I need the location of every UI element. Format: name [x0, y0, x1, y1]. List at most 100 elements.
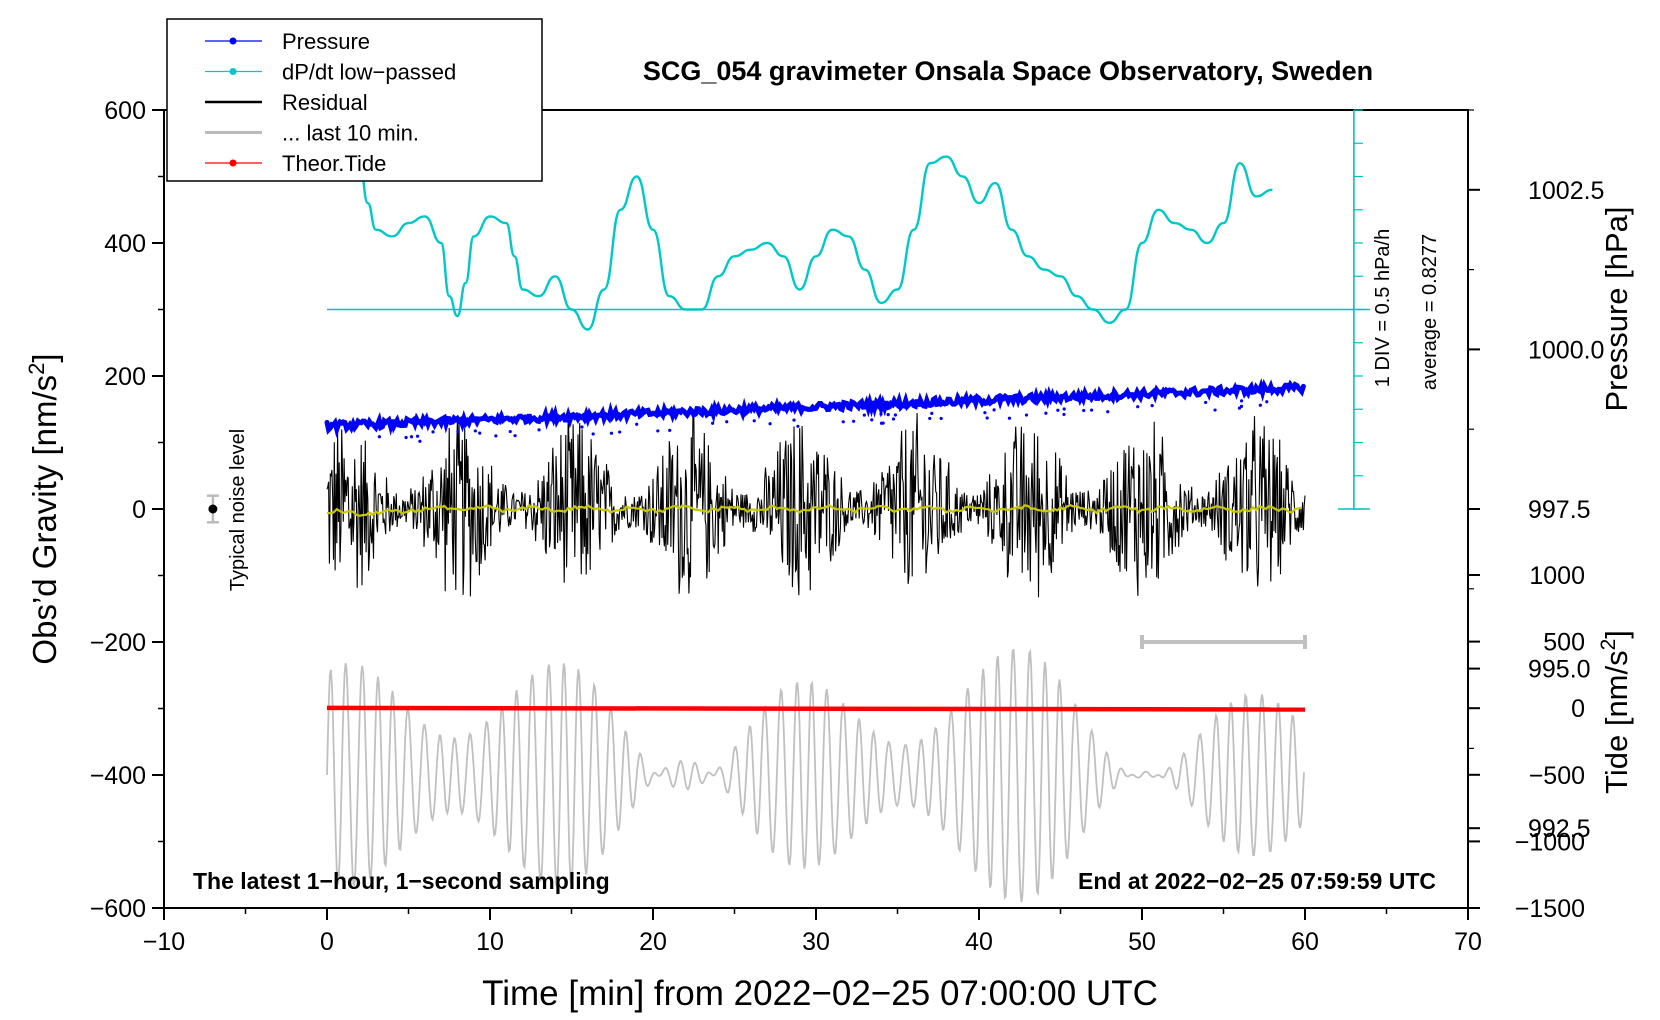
pressure-outlier-point — [1239, 399, 1244, 403]
dpdt-series — [350, 110, 1273, 331]
pressure-outlier-point — [656, 429, 660, 433]
axes-layer: −10 0 10 20 30 40 50 60 70 600 400 200 0 −200 −400 −600… — [90, 97, 1605, 956]
pressure-outlier-point — [513, 434, 517, 438]
pressure-outlier-point — [494, 434, 498, 438]
pressure-outlier-point — [879, 421, 884, 425]
pressure-tick-label: 995.0 — [1528, 656, 1591, 684]
x-tick-label: 60 — [1291, 928, 1319, 956]
pressure-outlier-point — [1056, 408, 1060, 412]
pressure-outlier-point — [431, 430, 435, 434]
pressure-outlier-point — [983, 411, 987, 415]
chart-title: SCG_054 gravimeter Onsala Space Observat… — [643, 56, 1373, 86]
pressure-outlier-point — [1082, 408, 1086, 413]
y-axis-label-tide: Tide [nm/s2] — [1597, 630, 1634, 794]
x-tick-label: 70 — [1454, 928, 1482, 956]
pressure-outlier-point — [792, 418, 796, 422]
pressure-outlier-point — [609, 431, 614, 435]
y-tick-label: −600 — [90, 895, 146, 923]
legend-marker — [229, 37, 237, 45]
noise-level-label: Typical noise level — [227, 429, 249, 591]
x-tick-label: 50 — [1128, 928, 1156, 956]
pressure-outlier-point — [725, 420, 729, 424]
pressure-outlier-point — [456, 430, 460, 434]
pressure-outlier-point — [404, 435, 408, 440]
pressure-outlier-point — [930, 411, 934, 415]
pressure-outlier-point — [879, 412, 883, 416]
clipped-data — [324, 110, 1306, 903]
x-tick-label: 20 — [639, 928, 667, 956]
legend-label: ... last 10 min. — [282, 121, 419, 146]
pressure-outlier-point — [1062, 412, 1066, 417]
end-time-annotation: End at 2022−02−25 07:59:59 UTC — [1078, 868, 1436, 894]
pressure-outlier-point — [1062, 407, 1066, 411]
legend-marker — [229, 159, 237, 167]
pressure-series — [324, 378, 1306, 438]
legend-label: dP/dt low−passed — [282, 60, 456, 85]
pressure-outlier-point — [478, 431, 482, 435]
y-axis-label-pressure: Pressure [hPa] — [1599, 206, 1634, 411]
x-tick-label: 40 — [965, 928, 993, 956]
pressure-outlier-point — [377, 435, 381, 439]
dpdt-average-label: average = 0.8277 — [1419, 234, 1441, 390]
legend-box — [166, 18, 543, 182]
last-10min-series — [326, 648, 1305, 903]
x-tick-label: 30 — [802, 928, 830, 956]
pressure-outlier-point — [893, 413, 897, 417]
pressure-tick-label: 997.5 — [1528, 496, 1591, 524]
pressure-outlier-point — [939, 416, 943, 421]
pressure-outlier-point — [752, 419, 756, 423]
y-tick-label: 400 — [104, 230, 146, 258]
tide-tick-label: 1000 — [1529, 562, 1585, 590]
pressure-outlier-point — [473, 429, 477, 433]
legend-label: Residual — [282, 90, 368, 115]
legend-label: Pressure — [282, 29, 370, 54]
data-layer — [206, 109, 1370, 903]
y-tick-label: 200 — [104, 363, 146, 391]
x-axis-label: Time [min] from 2022−02−25 07:00:00 UTC — [482, 974, 1158, 1013]
pressure-outlier-point — [418, 439, 422, 443]
legend-label: Theor.Tide — [282, 151, 386, 176]
residual-series — [326, 410, 1306, 598]
x-tick-label: 0 — [320, 928, 334, 956]
x-tick-label: 10 — [476, 928, 504, 956]
pressure-outlier-point — [1239, 404, 1244, 408]
pressure-outlier-point — [409, 435, 414, 439]
pressure-outlier-point — [618, 430, 622, 434]
y-tick-label: −200 — [90, 629, 146, 657]
pressure-outlier-point — [1089, 408, 1094, 412]
pressure-outlier-point — [1258, 403, 1262, 407]
y-tick-label: 0 — [132, 496, 146, 524]
tide-tick-label: 0 — [1571, 695, 1585, 723]
y-axis-label-left: Obs’d Gravity [nm/s2] — [24, 353, 63, 664]
pressure-outlier-point — [891, 417, 896, 421]
residual-smoothed-series — [326, 503, 1303, 517]
pressure-outlier-point — [580, 425, 584, 429]
y-tick-label: −400 — [90, 762, 146, 790]
pressure-outlier-point — [851, 419, 856, 423]
pressure-tick-label: 1000.0 — [1528, 336, 1604, 364]
pressure-outlier-point — [796, 424, 800, 428]
pressure-outlier-point — [635, 422, 639, 426]
pressure-outlier-point — [1136, 405, 1140, 409]
pressure-outlier-point — [768, 422, 772, 426]
dpdt-division-label: 1 DIV = 0.5 hPa/h — [1372, 229, 1394, 387]
pressure-outlier-point — [591, 432, 595, 436]
x-tick-label: −10 — [143, 928, 185, 956]
tide-tick-label: −1000 — [1515, 828, 1585, 856]
pressure-outlier-point — [862, 413, 866, 417]
pressure-outlier-point — [711, 421, 715, 425]
legend: Pressure dP/dt low−passed Residual ... last… — [166, 18, 543, 182]
theoretical-tide-series — [326, 705, 1306, 712]
pressure-outlier-point — [1024, 413, 1029, 417]
tide-tick-label: −500 — [1529, 762, 1585, 790]
noise-level-point — [208, 504, 218, 514]
pressure-outlier-point — [537, 428, 541, 432]
pressure-outlier-point — [985, 416, 989, 420]
pressure-outlier-point — [928, 416, 932, 421]
pressure-outlier-point — [992, 408, 996, 412]
pressure-outlier-point — [1106, 410, 1110, 414]
pressure-outlier-point — [886, 413, 890, 417]
legend-marker — [229, 68, 237, 75]
pressure-outlier-point — [1150, 403, 1154, 408]
